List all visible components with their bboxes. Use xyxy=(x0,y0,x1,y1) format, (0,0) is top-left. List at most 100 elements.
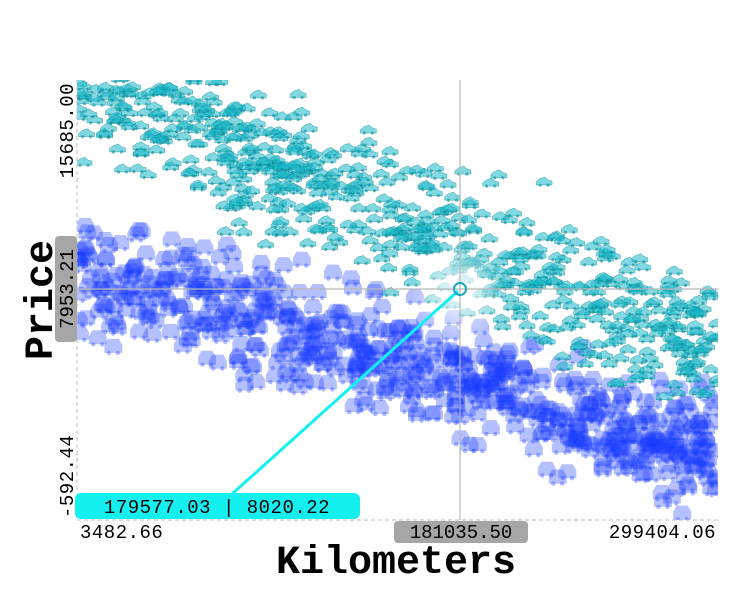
car-marker-blue xyxy=(217,236,236,253)
car-marker-blue xyxy=(266,304,285,321)
car-marker-cyan xyxy=(531,310,549,321)
car-marker-cyan xyxy=(166,113,184,124)
car-marker-cyan xyxy=(659,288,677,299)
car-marker-blue xyxy=(660,430,679,448)
car-marker-blue xyxy=(499,387,518,404)
car-marker-blue xyxy=(312,334,331,351)
car-marker-blue xyxy=(668,441,687,458)
car-marker-blue xyxy=(498,365,517,383)
car-marker-blue xyxy=(178,331,197,348)
car-marker-cyan xyxy=(383,198,401,209)
car-marker-blue xyxy=(703,401,718,418)
car-marker-blue xyxy=(113,287,132,304)
car-marker-cyan xyxy=(346,169,364,180)
car-marker-blue xyxy=(423,347,442,364)
car-marker-cyan xyxy=(306,161,323,172)
car-marker-blue xyxy=(77,251,91,268)
car-marker-blue xyxy=(155,250,174,268)
hovered-point-marker[interactable] xyxy=(453,282,467,296)
car-marker-blue xyxy=(289,379,308,396)
car-marker-blue xyxy=(361,307,380,324)
car-marker-blue xyxy=(549,403,568,420)
car-marker-blue xyxy=(517,378,536,395)
car-marker-cyan xyxy=(482,177,499,188)
car-marker-blue xyxy=(399,344,418,361)
car-marker-cyan xyxy=(686,320,704,331)
car-marker-blue xyxy=(605,427,624,444)
car-marker-cyan xyxy=(116,80,128,81)
car-marker-blue xyxy=(460,360,479,377)
car-marker-blue xyxy=(505,407,524,424)
car-marker-cyan xyxy=(111,80,128,84)
car-marker-blue xyxy=(653,448,672,465)
car-marker-blue xyxy=(247,337,266,354)
car-marker-blue xyxy=(474,333,493,350)
car-marker-blue xyxy=(551,438,570,455)
car-marker-blue xyxy=(220,306,239,323)
car-marker-blue xyxy=(510,400,529,417)
car-marker-blue xyxy=(588,387,607,404)
car-marker-blue xyxy=(77,286,88,304)
car-marker-blue xyxy=(292,330,311,347)
car-marker-blue xyxy=(115,264,134,281)
car-marker-cyan xyxy=(611,273,628,284)
car-marker-blue xyxy=(202,292,221,309)
car-marker-cyan xyxy=(97,50,113,60)
car-marker-cyan xyxy=(612,352,630,363)
car-marker-blue xyxy=(404,327,423,344)
car-marker-blue xyxy=(173,337,192,354)
car-marker-cyan xyxy=(285,111,303,122)
car-marker-blue xyxy=(583,437,602,454)
car-marker-blue xyxy=(421,383,440,400)
car-marker-blue xyxy=(555,377,574,394)
car-marker-blue xyxy=(499,360,518,378)
car-marker-cyan xyxy=(562,244,580,255)
car-marker-blue xyxy=(652,484,671,502)
car-marker-cyan xyxy=(243,185,260,196)
car-marker-cyan xyxy=(91,46,107,56)
car-marker-blue xyxy=(669,426,688,443)
car-marker-blue xyxy=(601,442,620,459)
car-marker-blue xyxy=(323,264,342,281)
car-marker-blue xyxy=(454,357,473,374)
car-marker-blue xyxy=(472,374,491,391)
car-marker-cyan xyxy=(166,56,182,66)
car-marker-blue xyxy=(348,359,367,377)
car-marker-blue xyxy=(485,358,504,375)
car-marker-blue xyxy=(304,350,323,367)
car-marker-cyan xyxy=(117,64,133,74)
car-marker-blue xyxy=(228,349,247,366)
car-marker-cyan xyxy=(93,26,109,36)
car-marker-blue xyxy=(94,297,113,314)
car-marker-blue xyxy=(253,286,272,303)
car-marker-cyan xyxy=(699,285,717,296)
car-marker-cyan xyxy=(284,182,302,193)
car-marker-blue xyxy=(404,383,423,400)
car-marker-blue xyxy=(593,461,612,478)
car-marker-blue xyxy=(349,333,368,351)
car-marker-blue xyxy=(100,237,119,254)
car-marker-cyan xyxy=(99,45,115,55)
car-marker-cyan xyxy=(108,92,125,103)
crosshair-x-pill xyxy=(394,521,528,543)
car-marker-blue xyxy=(78,246,97,263)
car-marker-blue xyxy=(452,378,471,395)
car-marker-blue xyxy=(670,412,689,429)
car-marker-blue xyxy=(649,432,668,449)
car-marker-blue xyxy=(481,420,500,437)
car-marker-cyan xyxy=(668,387,686,398)
car-marker-blue xyxy=(194,316,213,333)
car-marker-blue xyxy=(689,448,708,465)
car-marker-blue xyxy=(183,283,202,300)
car-marker-blue xyxy=(682,448,701,465)
car-marker-blue xyxy=(706,469,718,486)
car-marker-blue xyxy=(158,261,177,278)
car-marker-blue xyxy=(574,405,593,422)
car-marker-blue xyxy=(631,466,650,484)
car-marker-cyan xyxy=(399,165,416,176)
car-marker-cyan xyxy=(373,252,390,263)
car-marker-cyan xyxy=(607,378,624,389)
car-marker-blue xyxy=(141,308,160,325)
car-marker-blue xyxy=(354,343,373,360)
